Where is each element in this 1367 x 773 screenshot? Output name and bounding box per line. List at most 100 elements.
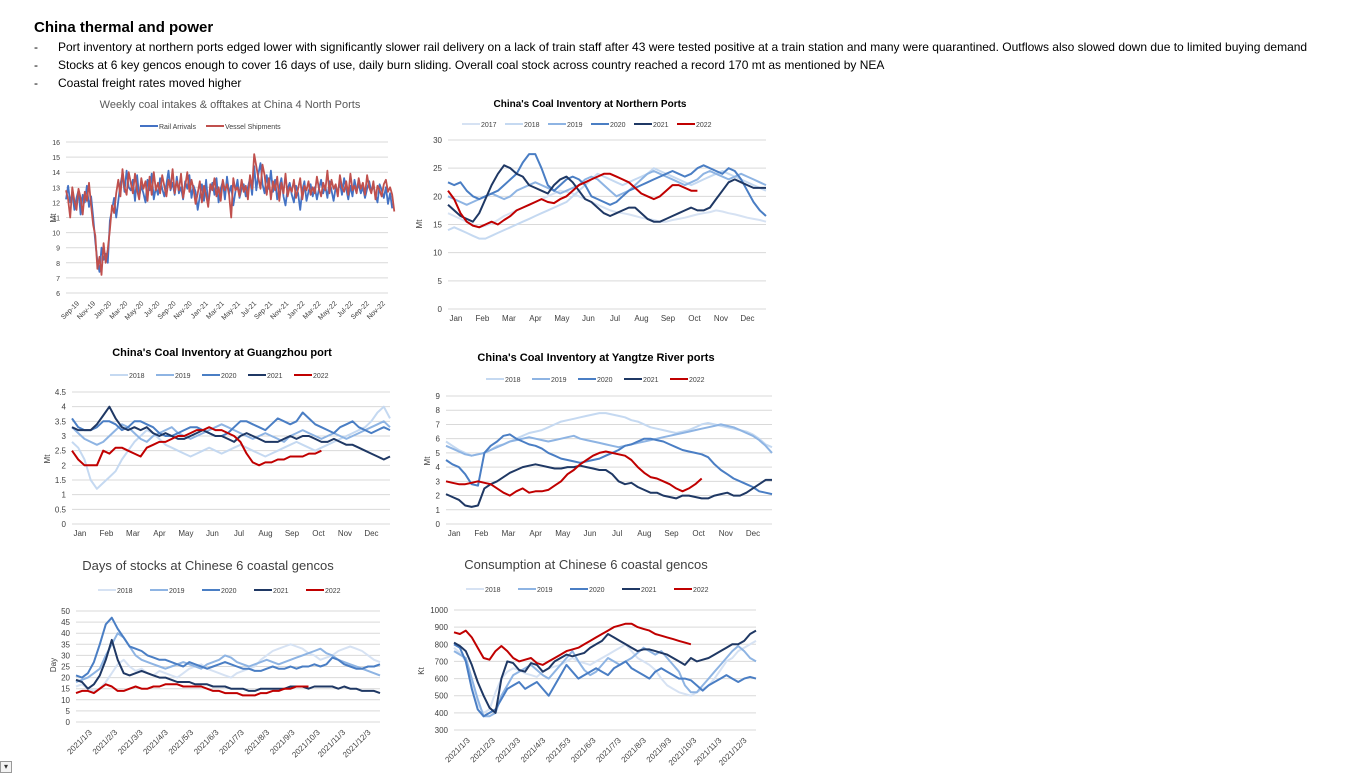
series-line-2018 (445, 412, 773, 457)
dropdown-arrow-button[interactable]: ▾ (0, 761, 12, 773)
y-tick-label: 30 (433, 136, 442, 145)
x-tick-label: Jul (610, 314, 620, 323)
legend-label: 2020 (610, 122, 626, 129)
legend-label: 2022 (696, 122, 712, 129)
y-tick-label: 10 (61, 696, 70, 705)
y-tick-label: 1.5 (55, 476, 67, 485)
legend-label: 2022 (313, 373, 329, 380)
x-tick-label: Oct (688, 314, 701, 323)
series-line-2017 (447, 189, 767, 229)
x-tick-label: Mar (502, 529, 516, 538)
legend-label: 2021 (641, 587, 657, 594)
x-tick-label: Jun (584, 529, 597, 538)
chart-northern-ports-inventory: China's Coal Inventory at Northern Ports… (415, 99, 767, 323)
bullet-marker: - (34, 58, 38, 72)
x-tick-label: 2021/7/3 (217, 727, 246, 756)
y-tick-label: 4.5 (55, 388, 67, 397)
series-line-2022 (453, 622, 692, 666)
y-tick-label: 40 (61, 629, 70, 638)
y-tick-label: 25 (433, 164, 442, 173)
y-tick-label: 900 (435, 623, 449, 632)
x-tick-label: 2021/5/3 (544, 735, 573, 764)
y-tick-label: 45 (61, 618, 70, 627)
legend-label: 2018 (485, 587, 501, 594)
series-line-2020 (445, 433, 773, 496)
bullet-item: - Stocks at 6 key gencos enough to cover … (34, 58, 1364, 76)
x-tick-label: Apr (153, 529, 166, 538)
y-tick-label: 11 (53, 216, 60, 223)
legend-label: 2022 (325, 588, 341, 595)
legend-label: 2019 (537, 587, 553, 594)
y-tick-label: 4 (436, 463, 441, 472)
x-tick-label: Jan (73, 529, 86, 538)
x-tick-label: Sep (661, 314, 676, 323)
legend-label: 2018 (505, 377, 521, 384)
legend-label: 2020 (589, 587, 605, 594)
legend-label: 2021 (273, 588, 289, 595)
x-tick-label: Feb (476, 314, 490, 323)
x-tick-label: Sep (664, 529, 679, 538)
y-tick-label: 5 (66, 707, 71, 716)
y-tick-label: 8 (436, 406, 441, 415)
y-tick-label: 30 (61, 651, 70, 660)
chart-yangtze-inventory: China's Coal Inventory at Yangtze River … (423, 352, 773, 538)
x-tick-label: Oct (312, 529, 325, 538)
y-tick-label: 5 (438, 277, 443, 286)
y-tick-label: 50 (61, 607, 70, 616)
x-tick-label: Apr (529, 529, 542, 538)
series-line-2020 (447, 153, 767, 217)
series-line-2021 (445, 463, 772, 508)
x-tick-label: Jan (449, 314, 462, 323)
series-line-2021 (71, 405, 391, 461)
y-tick-label: 2.5 (55, 447, 67, 456)
bullet-text: Port inventory at northern ports edged l… (58, 40, 1308, 54)
x-tick-label: May (178, 529, 193, 538)
legend-label: 2020 (597, 377, 613, 384)
x-tick-label: Nov-19 (76, 300, 97, 321)
legend-label: 2017 (481, 122, 497, 129)
x-tick-label: 2021/7/3 (594, 735, 623, 764)
x-tick-label: Nov (338, 529, 352, 538)
y-tick-label: 600 (435, 675, 449, 684)
y-tick-label: 20 (433, 192, 442, 201)
x-tick-label: Oct (692, 529, 705, 538)
chart-title: China's Coal Inventory at Northern Ports (494, 99, 687, 110)
x-tick-label: Dec (364, 529, 378, 538)
series-line-2019 (71, 420, 391, 446)
y-tick-label: 9 (56, 246, 60, 253)
x-tick-label: Nov (719, 529, 733, 538)
legend-label: 2022 (693, 587, 709, 594)
series-line-2018 (75, 643, 381, 692)
y-tick-label: 1 (62, 491, 67, 500)
chart-title: Days of stocks at Chinese 6 coastal genc… (82, 558, 334, 573)
y-tick-label: 0 (62, 520, 67, 529)
series-line-2021 (447, 164, 766, 223)
y-tick-label: 10 (52, 231, 60, 238)
y-tick-label: 35 (61, 640, 70, 649)
bullet-text: Stocks at 6 key gencos enough to cover 1… (58, 58, 885, 72)
y-tick-label: 700 (435, 657, 449, 666)
x-tick-label: 2021/2/3 (469, 735, 498, 764)
series-line-2022 (445, 450, 703, 497)
chart-title: China's Coal Inventory at Yangtze River … (477, 352, 714, 364)
x-tick-label: Dec (740, 314, 754, 323)
chart-consumption: Consumption at Chinese 6 coastal gencos 2… (417, 557, 757, 767)
x-tick-label: 2021/1/3 (443, 735, 472, 764)
series-line-2020 (75, 616, 381, 679)
y-tick-label: 15 (61, 685, 70, 694)
x-tick-label: Aug (258, 529, 272, 538)
x-tick-label: 2021/12/3 (341, 727, 373, 759)
legend-label: 2019 (567, 122, 583, 129)
x-tick-label: Sep (285, 529, 300, 538)
x-tick-label: 2021/5/3 (167, 727, 196, 756)
y-tick-label: 20 (61, 674, 70, 683)
bullet-marker: - (34, 76, 38, 90)
y-tick-label: 3.5 (55, 417, 67, 426)
x-tick-label: May (555, 529, 570, 538)
y-tick-label: 4 (62, 403, 67, 412)
y-tick-label: 0 (66, 718, 71, 727)
series-line-2022 (75, 683, 309, 697)
y-tick-label: 3 (436, 477, 441, 486)
y-tick-label: 7 (436, 420, 441, 429)
y-axis-label: Kt (417, 666, 426, 674)
